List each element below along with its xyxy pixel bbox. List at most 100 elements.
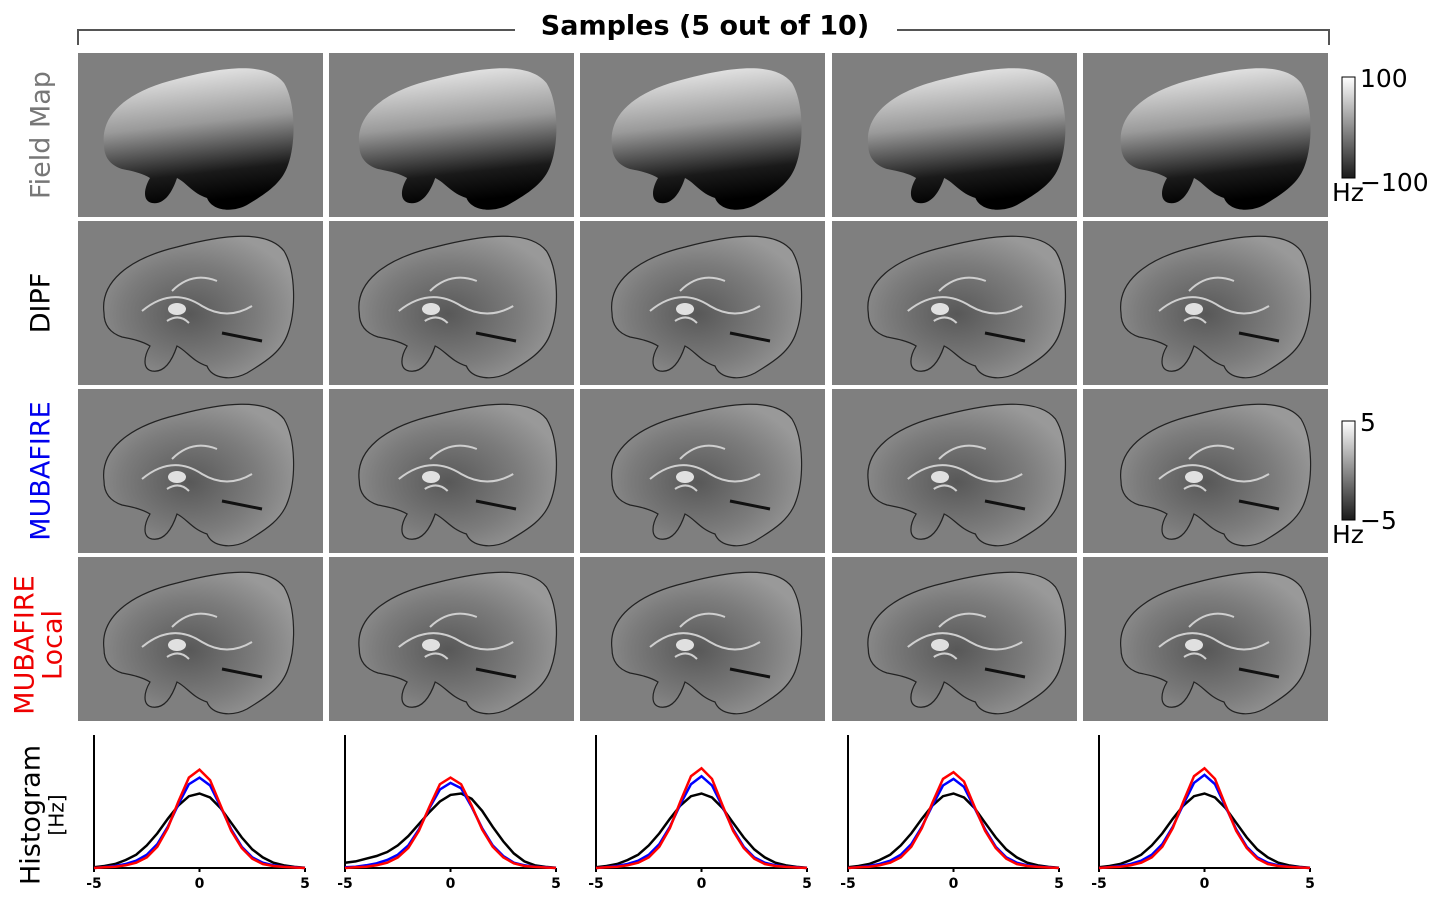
brain-detail	[649, 612, 761, 660]
x-tick-label: -5	[337, 876, 353, 892]
x-tick-label: -5	[840, 876, 856, 892]
axis	[595, 735, 807, 869]
brain	[867, 235, 1066, 379]
brain-detail	[649, 276, 761, 324]
brain-detail	[676, 639, 694, 651]
brain-detail	[422, 303, 440, 315]
image-panel	[580, 53, 825, 217]
brain-detail	[221, 667, 263, 679]
brain	[611, 403, 803, 547]
histogram-line	[344, 792, 557, 869]
image-panel	[832, 221, 1077, 385]
brain-detail	[422, 639, 440, 651]
x-tick-label: -5	[86, 876, 102, 892]
brain	[1120, 235, 1312, 379]
row-label: Local	[38, 610, 69, 680]
histogram-line	[847, 770, 1060, 870]
histogram-line	[344, 776, 557, 870]
brain-detail	[141, 612, 253, 660]
row-label: MUBAFIRE	[10, 575, 41, 714]
x-tick-label: 0	[1200, 876, 1210, 892]
axis	[847, 735, 1059, 869]
brain-detail	[984, 667, 1026, 679]
brain	[1120, 403, 1312, 547]
colorbar	[1341, 420, 1356, 521]
brain-detail	[1238, 499, 1280, 511]
image-panel	[580, 557, 825, 721]
brain	[358, 235, 557, 379]
image-panel	[832, 389, 1077, 553]
brain-detail	[931, 471, 949, 483]
brain-detail	[907, 612, 1023, 660]
histogram-line	[1098, 766, 1311, 870]
brain	[611, 235, 803, 379]
x-tick-label: 0	[446, 876, 456, 892]
brain-detail	[141, 444, 253, 492]
brain-detail	[1158, 444, 1270, 492]
brain-detail	[1185, 639, 1203, 651]
brain-detail	[168, 639, 186, 651]
histogram-line	[1098, 792, 1311, 869]
axis	[1098, 735, 1310, 869]
brain-detail	[398, 276, 514, 324]
brain-detail	[475, 331, 517, 343]
brain	[358, 68, 557, 210]
brain-detail	[221, 499, 263, 511]
brain-detail	[1185, 303, 1203, 315]
histogram-line	[595, 792, 808, 869]
image-panel	[329, 221, 574, 385]
image-panel	[78, 389, 323, 553]
image-panel	[329, 557, 574, 721]
x-tick-label: -5	[1091, 876, 1107, 892]
title: Samples (5 out of 10)	[541, 11, 869, 42]
row-label: MUBAFIRE	[26, 401, 57, 540]
image-panel	[1083, 221, 1328, 385]
image-panel	[832, 53, 1077, 217]
row-label: Field Map	[26, 71, 57, 199]
brain-detail	[475, 499, 517, 511]
histogram-line	[93, 767, 306, 870]
brain-detail	[475, 667, 517, 679]
row-label: [Hz]	[45, 794, 69, 835]
row-label: Histogram	[16, 745, 47, 885]
brain-detail	[649, 444, 761, 492]
x-tick-label: 5	[802, 876, 812, 892]
x-tick-label: 0	[949, 876, 959, 892]
brain	[611, 571, 803, 715]
brain-detail	[398, 612, 514, 660]
image-panel	[832, 557, 1077, 721]
image-panel	[329, 389, 574, 553]
colorbar-unit: Hz	[1332, 178, 1364, 207]
x-tick-label: -5	[588, 876, 604, 892]
x-tick-label: 0	[195, 876, 205, 892]
brain-detail	[168, 471, 186, 483]
colorbar-min: −100	[1360, 168, 1429, 197]
brain-detail	[729, 667, 771, 679]
histogram-line	[595, 774, 808, 870]
colorbar-min: −5	[1360, 506, 1397, 535]
histogram-line	[93, 776, 306, 870]
brain-detail	[907, 444, 1023, 492]
axis	[344, 735, 556, 869]
image-panel	[1083, 389, 1328, 553]
brain	[867, 68, 1066, 210]
brain-detail	[221, 331, 263, 343]
brain	[867, 403, 1066, 547]
histogram-line	[847, 792, 1060, 869]
image-panel	[1083, 53, 1328, 217]
x-tick-label: 0	[697, 876, 707, 892]
brain	[358, 571, 557, 715]
x-tick-label: 5	[300, 876, 310, 892]
brain-detail	[141, 276, 253, 324]
row-label: DIPF	[26, 273, 57, 334]
histogram-line	[93, 792, 306, 869]
brain-detail	[1158, 612, 1270, 660]
brain-detail	[168, 303, 186, 315]
axis	[93, 735, 305, 869]
x-tick-label: 5	[551, 876, 561, 892]
brain	[1120, 571, 1312, 715]
image-panel	[1083, 557, 1328, 721]
brain-detail	[984, 499, 1026, 511]
histogram-line	[1098, 773, 1311, 870]
